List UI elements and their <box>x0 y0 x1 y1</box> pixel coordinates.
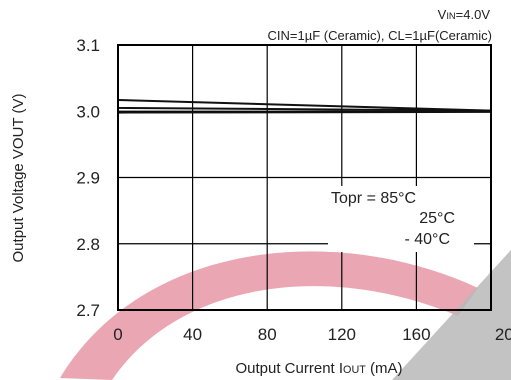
x-tick-label: 0 <box>113 325 122 344</box>
series-line <box>117 106 492 112</box>
watermark-arc <box>60 251 478 380</box>
y-tick-label: 2.9 <box>76 169 100 188</box>
y-tick-label: 3.0 <box>76 102 100 121</box>
x-tick-labels: 0 40 80 120 160 200 <box>113 325 511 344</box>
x-tick-label: 160 <box>402 325 430 344</box>
watermark-shadow <box>392 250 511 380</box>
series-lines <box>117 98 492 114</box>
y-tick-label: 2.7 <box>76 301 100 320</box>
y-tick-label: 3.1 <box>76 36 100 55</box>
x-tick-label: 200 <box>495 325 511 344</box>
legend-line-minus40: - 40°C <box>404 231 450 248</box>
y-tick-label: 2.8 <box>76 235 100 254</box>
watermark <box>60 250 511 380</box>
y-tick-labels: 2.7 2.8 2.9 3.0 3.1 <box>76 36 100 320</box>
legend-line-85: Topr = 85°C <box>331 190 416 207</box>
x-tick-label: 120 <box>328 325 356 344</box>
header-vin: VIN=4.0V <box>438 7 491 22</box>
legend-background <box>328 186 474 252</box>
legend: Topr = 85°C 25°C - 40°C <box>328 186 474 252</box>
legend-line-25: 25°C <box>419 210 455 227</box>
x-tick-label: 40 <box>183 325 202 344</box>
series-line <box>117 98 492 112</box>
x-axis-label: Output Current IOUT (mA) <box>235 360 402 377</box>
series-line <box>117 110 492 114</box>
plot-frame <box>117 44 492 311</box>
x-tick-label: 80 <box>258 325 277 344</box>
y-axis-label: Output Voltage VOUT (V) <box>10 94 27 263</box>
header-conditions: CIN=1µF (Ceramic), CL=1µF(Ceramic) <box>268 28 492 43</box>
